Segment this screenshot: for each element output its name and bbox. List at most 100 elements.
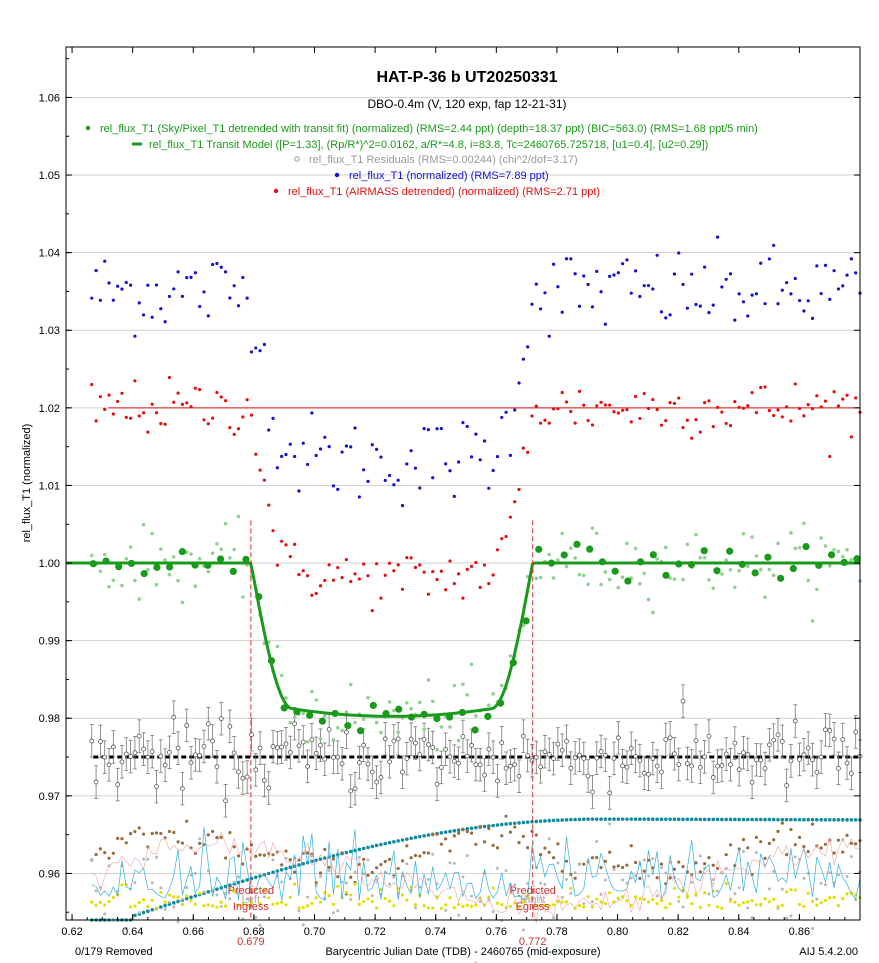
residual-point [512, 762, 518, 767]
width-point [306, 895, 310, 899]
residual-point [192, 752, 198, 758]
sky-point [167, 829, 172, 834]
airmass-detrended-point [448, 559, 452, 563]
sky-point [280, 863, 284, 867]
airmass-detrended-point [327, 563, 331, 567]
airmass-detrended-point [513, 500, 517, 504]
detrended-point [465, 693, 470, 697]
detrended-point [702, 555, 707, 560]
y-tick-label: 1.02 [39, 403, 60, 415]
width-point [504, 869, 508, 873]
airmass-point [318, 857, 323, 861]
normalized-point [189, 275, 193, 279]
normalized-point [400, 504, 405, 508]
width-point [716, 889, 720, 893]
airmass-point [150, 907, 154, 912]
airmass-detrended-point [577, 389, 582, 393]
width-point [655, 894, 659, 898]
xy-point [284, 903, 288, 907]
normalized-point [849, 257, 853, 261]
sky-point [608, 850, 612, 854]
sky-point [543, 846, 547, 850]
normalized-point [495, 454, 500, 459]
airmass-detrended-point [478, 585, 482, 589]
xy-point [258, 902, 262, 906]
airmass-point [599, 817, 603, 821]
normalized-point [267, 428, 271, 432]
airmass-detrended-point [681, 425, 685, 430]
width-point [301, 923, 305, 927]
airmass-detrended-point [633, 394, 638, 399]
airmass-detrended-point [258, 468, 262, 472]
airmass-detrended-point [219, 395, 223, 399]
xy-point [452, 906, 456, 910]
residual-point [369, 769, 375, 775]
sky-point [698, 870, 702, 874]
detrended-point [849, 557, 854, 562]
normalized-point [413, 466, 418, 470]
residual-point [184, 723, 190, 728]
airmass-point [215, 887, 219, 891]
residual-point [93, 779, 99, 785]
sky-point [193, 851, 197, 855]
airmass-point [733, 817, 737, 822]
normalized-point [806, 299, 810, 303]
detrended-point [681, 577, 685, 582]
airmass-point [512, 821, 517, 826]
residual-point [503, 765, 509, 771]
airmass-point [547, 818, 552, 823]
airmass-detrended-point [815, 394, 819, 398]
xy-point [444, 903, 448, 907]
xy-point [448, 896, 452, 900]
residual-point [464, 753, 470, 759]
airmass-detrended-point [452, 582, 456, 586]
detrended-point [107, 584, 111, 589]
airmass-detrended-point [543, 418, 547, 422]
width-point [327, 869, 331, 873]
xy-point [763, 897, 767, 901]
detrended-point [599, 582, 603, 587]
width-point [405, 862, 409, 866]
residual-point [400, 769, 405, 775]
residual-point [158, 753, 164, 759]
normalized-point [418, 486, 422, 490]
residual-point [749, 779, 755, 785]
xy-point [193, 902, 197, 906]
airmass-point [663, 817, 668, 822]
normalized-point [487, 486, 491, 490]
detrended-point [745, 564, 750, 569]
residual-point [313, 750, 319, 756]
residual-point [736, 767, 742, 773]
sky-point [564, 859, 569, 863]
detrended-point [586, 582, 590, 587]
sky-point [625, 863, 629, 867]
detrended-point [374, 720, 379, 725]
sky-point [444, 837, 448, 841]
airmass-detrended-point [741, 406, 746, 410]
width-point [297, 909, 301, 913]
xy-point [146, 904, 150, 908]
sky-point [448, 849, 452, 853]
airmass-detrended-point [133, 379, 137, 383]
airmass-detrended-point [655, 408, 659, 412]
egress-value: 0.772 [519, 936, 547, 948]
xy-point [707, 903, 711, 907]
width-point [720, 871, 724, 875]
residual-point [762, 766, 768, 771]
width-point [392, 875, 396, 879]
width-point [815, 897, 819, 901]
residual-point [387, 759, 392, 765]
normalized-point [547, 334, 551, 338]
normalized-point [590, 305, 595, 309]
detrended-point [607, 577, 612, 582]
xy-point [232, 889, 236, 893]
xy-point [815, 903, 819, 907]
detrended-point [758, 567, 763, 572]
airmass-detrended-point [504, 534, 508, 539]
width-point [569, 891, 573, 895]
xy-point [595, 897, 599, 901]
detrended-series [89, 514, 862, 752]
xy-point [802, 904, 806, 909]
detrended-point [594, 531, 599, 536]
airmass-point [348, 849, 353, 854]
